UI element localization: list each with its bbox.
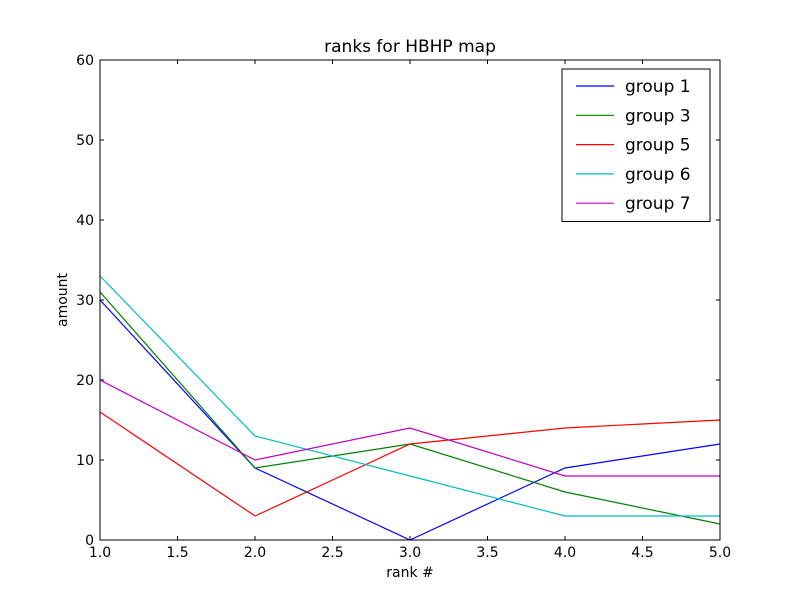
chart-title: ranks for HBHP map: [324, 37, 496, 57]
x-tick-label: 2.5: [321, 545, 343, 561]
legend-label: group 7: [625, 194, 691, 214]
x-tick-label: 4.5: [631, 545, 653, 561]
x-tick-label: 2.0: [244, 545, 266, 561]
x-axis-label: rank #: [386, 565, 434, 581]
legend-label: group 6: [625, 165, 691, 185]
x-tick-label: 3.5: [476, 545, 498, 561]
y-tick-label: 50: [76, 133, 94, 149]
series-lines: [99, 275, 721, 541]
x-tick-label: 1.5: [166, 545, 188, 561]
axis-ticks: 1.0 1.5 2.0 2.5 3.0 3.5 4.0 4.5 5.0 0 10 20 30 40 50 60: [76, 53, 731, 561]
y-tick-label: 0: [85, 533, 94, 549]
legend-label: group 3: [625, 106, 691, 126]
legend-label: group 5: [625, 136, 691, 156]
series-line-group-7: [99, 379, 720, 477]
y-tick-label: 30: [76, 293, 94, 309]
legend-box: [561, 68, 711, 222]
x-tick-label: 1.0: [89, 545, 111, 561]
y-axis-label: amount: [55, 272, 71, 327]
y-tick-label: 10: [76, 453, 94, 469]
x-tick-label: 5.0: [709, 545, 731, 561]
series-line-group-6: [99, 275, 720, 517]
y-tick-label: 60: [76, 53, 94, 69]
plot-area-frame: [99, 59, 721, 541]
y-tick-label: 20: [76, 373, 94, 389]
legend-label: group 1: [625, 77, 691, 97]
series-line-group-5: [99, 411, 721, 517]
x-tick-label: 4.0: [554, 545, 576, 561]
y-tick-label: 40: [76, 213, 94, 229]
legend: group 1 group 3 group 5 group 6 group 7: [561, 68, 711, 222]
x-tick-label: 3.0: [399, 545, 421, 561]
